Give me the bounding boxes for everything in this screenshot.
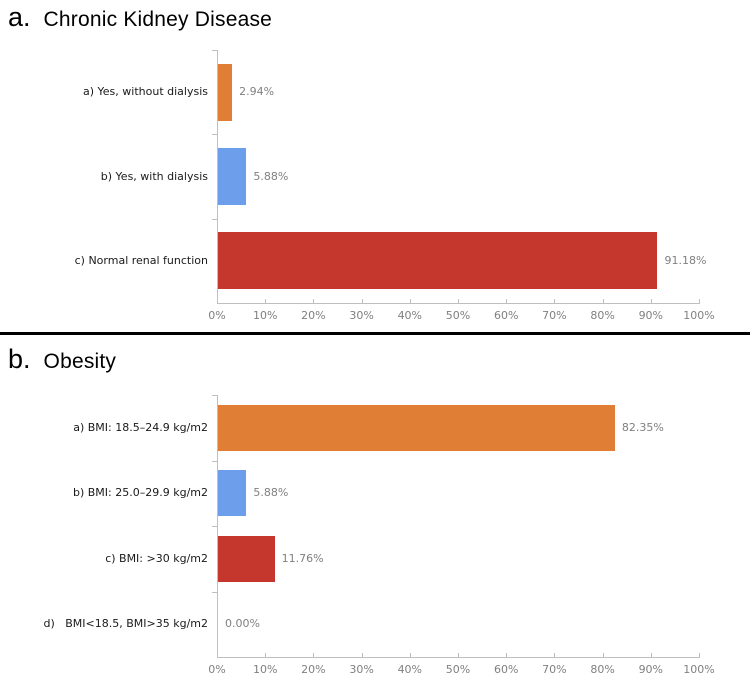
x-tick-label: 50% [445,309,471,322]
value-label: 0.00% [225,617,260,631]
x-tick-label: 60% [493,309,519,322]
x-axis-line [217,657,700,658]
x-tick-label: 90% [638,309,664,322]
x-axis-tick [699,653,700,657]
x-axis-tick [265,653,267,657]
x-tick-label: 50% [445,663,471,676]
x-axis-tick [409,653,411,657]
x-axis-tick [409,299,411,303]
y-axis-tick [212,218,217,220]
x-tick-label: 20% [301,663,326,676]
section-divider [0,332,750,335]
x-tick-label: 70% [542,309,567,322]
bar [218,148,247,205]
bar [218,232,658,290]
value-label: 2.94% [239,85,275,99]
x-axis-tick [217,299,218,303]
x-axis-tick [650,653,652,657]
section-a-letter: a. [8,2,31,32]
x-axis-tick [650,299,652,303]
section-a-title: a. Chronic Kidney Disease [8,2,272,35]
x-axis-tick [313,653,315,657]
x-tick-label: 10% [252,309,278,322]
x-axis-tick [554,653,556,657]
x-axis-tick [361,299,363,303]
x-axis-tick [602,653,604,657]
x-tick-label: 70% [542,663,567,676]
y-axis-tick [212,460,217,462]
category-label: d) BMI<18.5, BMI>35 kg/m2 [43,617,208,631]
y-axis-tick [212,134,217,136]
value-label: 82.35% [621,420,664,434]
category-label: b) Yes, with dialysis [100,169,208,183]
x-tick-label: 80% [590,663,615,676]
chart-b-title: Obesity [43,350,117,373]
x-tick-label: 80% [590,309,615,322]
y-axis-tick [212,50,217,51]
x-axis-tick [458,299,459,303]
x-axis-line [217,303,700,304]
bar [218,63,233,121]
x-axis-tick [554,299,556,303]
bar [218,404,615,451]
x-axis-tick [265,299,267,303]
x-tick-label: 100% [683,309,715,322]
bar [218,535,275,582]
x-axis-tick [313,299,315,303]
bar [218,470,247,517]
x-tick-label: 40% [397,663,423,676]
x-axis-tick [361,653,363,657]
x-tick-label: 30% [349,663,374,676]
chart-a-title: Chronic Kidney Disease [43,8,273,31]
x-tick-label: 0% [208,663,226,676]
x-axis-tick [506,299,508,303]
value-label: 91.18% [664,253,707,267]
x-tick-label: 0% [208,309,226,322]
category-label: a) Yes, without dialysis [83,85,208,99]
category-label: c) BMI: >30 kg/m2 [105,551,208,565]
y-axis-tick [212,526,217,527]
x-axis-tick [458,653,459,657]
x-tick-label: 100% [683,663,715,676]
y-axis-tick [212,395,217,396]
y-axis-line [217,50,218,303]
y-axis-tick [212,591,217,593]
x-axis-tick [602,299,604,303]
x-tick-label: 90% [638,663,664,676]
x-axis-tick [699,299,700,303]
x-axis-tick [217,653,218,657]
value-label: 5.88% [253,169,289,183]
x-tick-label: 40% [397,309,423,322]
x-tick-label: 20% [301,309,326,322]
category-label: b) BMI: 25.0–29.9 kg/m2 [72,486,208,500]
x-axis-tick [506,653,508,657]
x-tick-label: 30% [349,309,374,322]
value-label: 5.88% [253,486,289,500]
value-label: 11.76% [281,551,324,565]
x-tick-label: 60% [493,663,519,676]
x-tick-label: 10% [252,663,278,676]
section-b-title: b. Obesity [8,344,116,377]
y-axis-line [217,395,218,657]
section-b-letter: b. [8,344,31,374]
category-label: c) Normal renal function [74,253,208,267]
category-label: a) BMI: 18.5–24.9 kg/m2 [73,420,208,434]
